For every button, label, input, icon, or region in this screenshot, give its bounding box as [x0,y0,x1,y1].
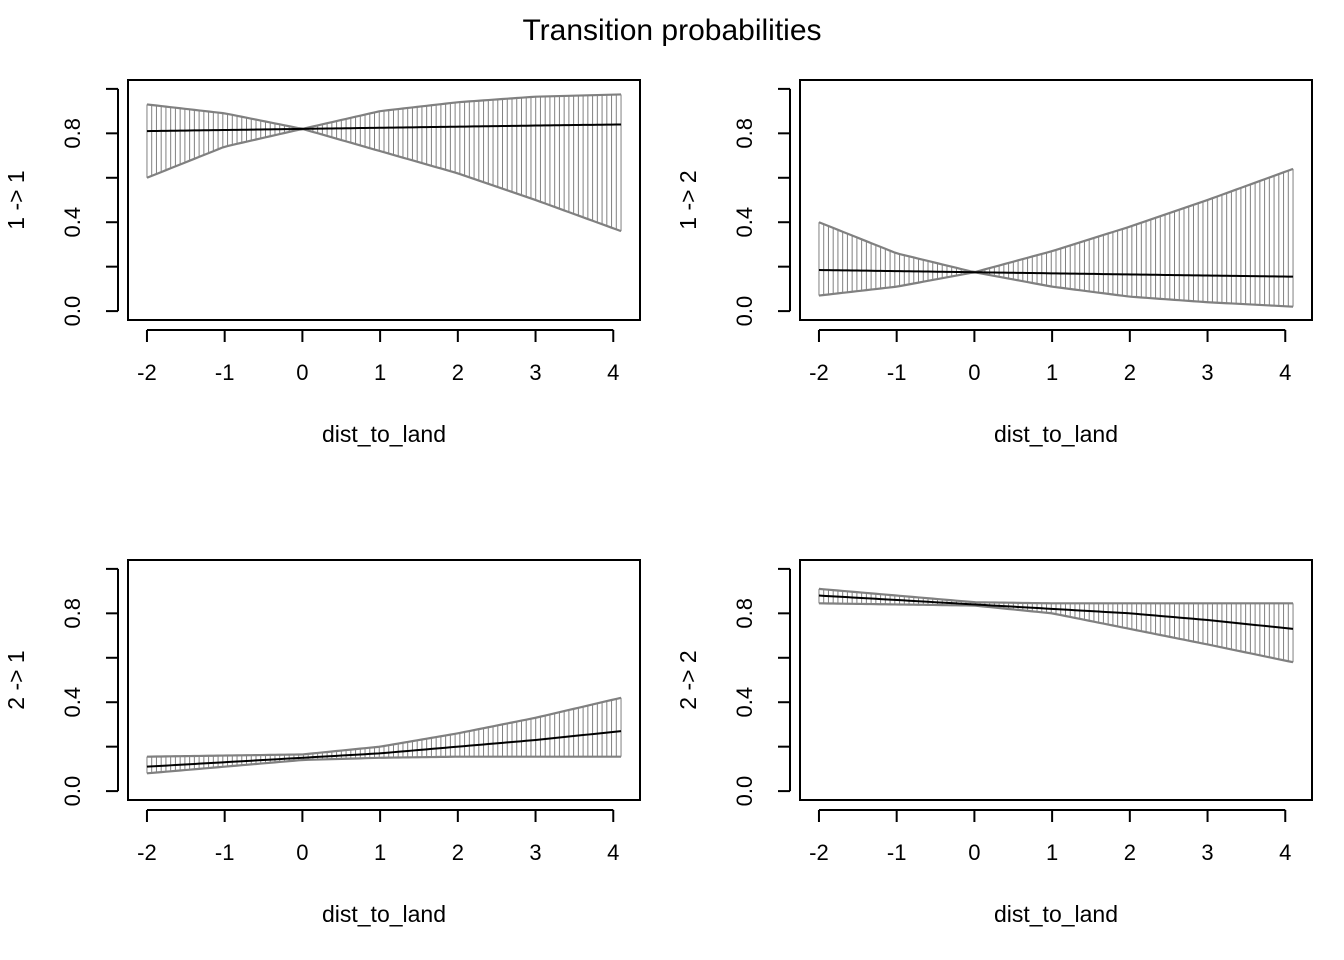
x-axis-label: dist_to_land [322,421,446,447]
x-tick-label: -2 [809,360,829,385]
y-tick-label: 0.0 [732,296,757,327]
x-tick-label: 2 [1124,360,1136,385]
panel-bottom-right: -2 -1 0 1 2 3 4 dist_to_land 0.0 0.4 0.8 2 -> 2 [675,559,1313,927]
x-tick-label: 2 [1124,840,1136,865]
mean-line [818,594,1294,630]
panels: -2 -1 0 1 2 3 4 dist_to_land 0.0 0.4 0.8 1 -> 1 -2 -1… [3,79,1313,927]
x-tick-label: 0 [296,840,308,865]
plot-frame [799,79,1313,321]
x-tick-label: 1 [1046,840,1058,865]
x-tick-label: 4 [1279,840,1291,865]
figure-title: Transition probabilities [522,14,821,47]
plot-frame [127,559,641,801]
ci-band [146,697,622,774]
y-tick-label: 0.4 [60,687,85,718]
x-tick-label: 4 [1279,360,1291,385]
y-tick-label: 0.4 [732,207,757,238]
y-tick-label: 0.8 [60,118,85,149]
y-tick-label: 0.8 [732,598,757,629]
y-axis-label: 2 -> 2 [675,650,701,709]
x-tick-label: 3 [529,360,541,385]
x-tick-label: 0 [296,360,308,385]
x-tick-label: -2 [137,360,157,385]
ci-upper-line [146,93,622,130]
x-tick-label: 2 [452,840,464,865]
x-tick-label: -1 [215,360,235,385]
y-tick-label: 0.0 [60,296,85,327]
x-tick-label: 3 [1201,840,1213,865]
x-tick-label: 1 [374,840,386,865]
x-axis-label: dist_to_land [322,901,446,927]
ci-lower-line [818,602,1294,664]
x-tick-label: 0 [968,840,980,865]
y-tick-label: 0.8 [60,598,85,629]
x-tick-label: -1 [887,360,907,385]
x-tick-label: -2 [137,840,157,865]
ci-lower-line [146,755,622,775]
x-tick-label: 2 [452,360,464,385]
panel-bottom-left: -2 -1 0 1 2 3 4 dist_to_land 0.0 0.4 0.8 2 -> 1 [3,559,641,927]
ci-upper-line [146,696,622,758]
x-tick-label: 4 [607,840,619,865]
x-tick-label: 0 [968,360,980,385]
mean-line [818,269,1294,278]
y-axis-label: 1 -> 2 [675,170,701,229]
mean-line [146,730,622,768]
x-tick-label: -1 [887,840,907,865]
y-tick-label: 0.4 [732,687,757,718]
panel-top-left: -2 -1 0 1 2 3 4 dist_to_land 0.0 0.4 0.8 1 -> 1 [3,79,641,447]
x-tick-label: -2 [809,840,829,865]
ci-lower-line [146,128,622,233]
ci-upper-line [818,587,1294,605]
x-tick-label: 3 [1201,360,1213,385]
x-axis-label: dist_to_land [994,421,1118,447]
x-axis-label: dist_to_land [994,901,1118,927]
x-tick-label: -1 [215,840,235,865]
ci-band [818,168,1294,307]
x-tick-label: 1 [374,360,386,385]
y-tick-label: 0.4 [60,207,85,238]
ci-band [146,94,622,232]
y-axis-label: 1 -> 1 [3,170,29,229]
y-tick-label: 0.0 [60,776,85,807]
ci-upper-line [818,167,1294,274]
plot-frame [799,559,1313,801]
y-tick-label: 0.0 [732,776,757,807]
x-tick-label: 3 [529,840,541,865]
mean-line [146,123,622,133]
y-tick-label: 0.8 [732,118,757,149]
panel-top-right: -2 -1 0 1 2 3 4 dist_to_land 0.0 0.4 0.8 1 -> 2 [675,79,1313,447]
y-axis-label: 2 -> 1 [3,650,29,709]
x-tick-label: 4 [607,360,619,385]
x-tick-label: 1 [1046,360,1058,385]
plot-frame [127,79,641,321]
ci-lower-line [818,271,1294,308]
